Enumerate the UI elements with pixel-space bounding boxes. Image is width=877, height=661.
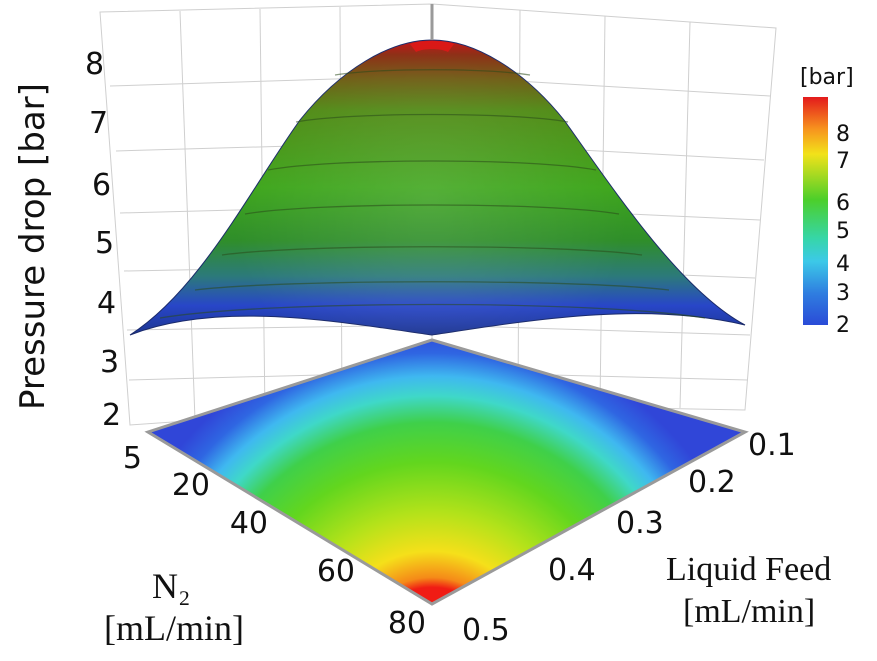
colorbar: [bar] 8 7 6 5 4 3 2 xyxy=(800,65,854,338)
liquid-feed-tick: 0.4 xyxy=(548,553,596,588)
n2-tick: 60 xyxy=(317,554,355,589)
z-tick: 8 xyxy=(85,47,104,82)
liquid-feed-axis-unit: [mL/min] xyxy=(683,593,815,630)
colorbar-tick: 8 xyxy=(836,122,850,147)
n2-tick: 5 xyxy=(123,441,142,476)
z-axis-label: Pressure drop [bar] xyxy=(13,83,53,410)
z-tick: 5 xyxy=(95,226,114,261)
z-tick: 3 xyxy=(100,345,119,380)
n2-tick: 20 xyxy=(172,468,210,503)
liquid-feed-tick: 0.1 xyxy=(748,428,796,463)
liquid-feed-axis-label: Liquid Feed xyxy=(666,551,831,588)
colorbar-tick: 2 xyxy=(836,313,850,338)
liquid-feed-tick: 0.2 xyxy=(688,465,736,500)
liquid-feed-axis-ticks: 0.1 0.2 0.3 0.4 0.5 xyxy=(462,428,796,648)
z-tick: 6 xyxy=(92,168,111,203)
liquid-feed-tick: 0.5 xyxy=(462,613,510,648)
colorbar-gradient xyxy=(803,97,828,325)
colorbar-tick: 6 xyxy=(836,191,850,216)
z-axis-ticks: 8 7 6 5 4 3 2 xyxy=(85,47,121,433)
floor-contour-map xyxy=(144,338,749,606)
colorbar-tick: 3 xyxy=(836,281,850,306)
n2-tick: 80 xyxy=(388,606,426,641)
z-tick: 7 xyxy=(89,106,108,141)
colorbar-tick: 4 xyxy=(836,252,850,277)
n2-axis-unit: [mL/min] xyxy=(104,608,244,648)
surface-contour-lines xyxy=(159,69,706,319)
n2-tick: 40 xyxy=(230,506,268,541)
z-tick: 4 xyxy=(97,286,116,321)
colorbar-tick: 5 xyxy=(836,219,850,244)
n2-axis-ticks: 5 20 40 60 80 xyxy=(123,441,426,641)
n2-axis-label: N₂ xyxy=(152,566,191,606)
z-tick: 2 xyxy=(102,398,121,433)
colorbar-title: [bar] xyxy=(800,65,854,90)
liquid-feed-tick: 0.3 xyxy=(616,506,664,541)
colorbar-tick: 7 xyxy=(836,149,850,174)
